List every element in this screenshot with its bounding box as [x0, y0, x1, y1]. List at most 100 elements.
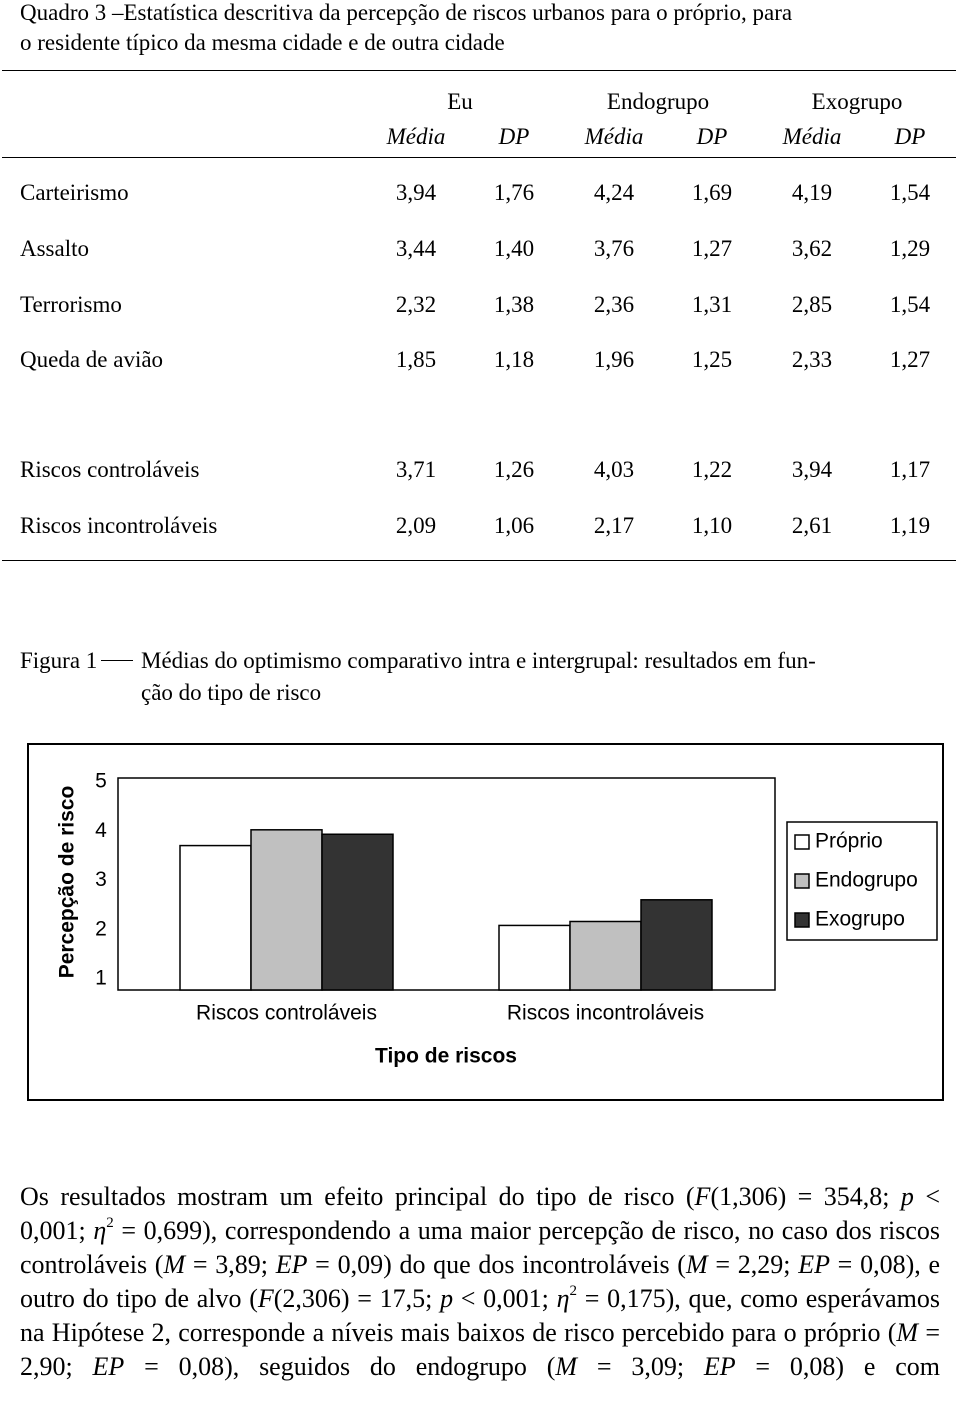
cell: 2,09: [395, 513, 437, 538]
text-run: Os resultados mostram um efeito principa…: [20, 1182, 695, 1211]
text-run: < 0,001;: [453, 1284, 557, 1313]
bar: [569, 920, 642, 991]
cell: 2,85: [791, 292, 833, 317]
subheader: Média: [386, 124, 446, 149]
bottom-rule: [2, 560, 956, 561]
cell: 1,54: [889, 292, 931, 317]
text-run: EP: [275, 1250, 308, 1279]
row-label: Assalto: [20, 236, 89, 261]
cell: 2,61: [791, 513, 833, 538]
text-run: p: [900, 1182, 914, 1211]
text-run: = 2,90;: [20, 1318, 940, 1381]
text-run: M: [163, 1250, 186, 1279]
cell: 1,31: [691, 292, 733, 317]
row-label: Queda de avião: [20, 347, 164, 372]
row-label: Riscos incontroláveis: [20, 513, 218, 538]
text-run: = 0,09) do que dos incontroláveis (: [307, 1250, 686, 1279]
text-run: (2,306) = 17,5;: [273, 1284, 441, 1313]
group-header: Eu: [447, 89, 473, 114]
cell: 1,19: [889, 513, 931, 538]
plot-area: [117, 777, 776, 991]
cell: 4,03: [593, 457, 635, 482]
cell: 1,26: [493, 457, 535, 482]
cell: 1,76: [493, 180, 535, 205]
text-run: EP: [92, 1352, 125, 1381]
text-run: M: [896, 1318, 919, 1347]
cell: 1,29: [889, 236, 931, 261]
text-run: η: [556, 1284, 570, 1313]
cell: 4,19: [791, 180, 833, 205]
legend-label: Próprio: [815, 830, 883, 853]
table-title: Quadro 3 –Estatística descritiva da perc…: [20, 0, 793, 25]
cell: 1,96: [593, 347, 635, 372]
cell: 2,36: [593, 292, 635, 317]
y-axis-label: Percepção de risco: [56, 786, 79, 979]
text-run: = 0,699), correspondendo a uma maior per…: [20, 1216, 940, 1279]
top-rule: [2, 70, 956, 71]
text-run: M: [685, 1250, 708, 1279]
figure-label: Figura 1: [20, 648, 98, 673]
bar: [498, 924, 571, 991]
bar: [321, 833, 394, 991]
text-run: = 2,29;: [707, 1250, 799, 1279]
y-tick-label: 4: [95, 819, 107, 842]
legend-swatch: [794, 834, 810, 850]
x-tick-label: Riscos incontroláveis: [507, 1002, 704, 1025]
legend-label: Exogrupo: [815, 908, 905, 931]
row-label: Terrorismo: [20, 292, 122, 317]
cell: 1,27: [691, 236, 733, 261]
subheader: DP: [498, 124, 530, 149]
cell: 2,17: [593, 513, 635, 538]
text-run: p: [440, 1284, 454, 1313]
text-run: η: [93, 1216, 107, 1245]
y-tick-label: 1: [95, 967, 107, 990]
text-run: = 3,09;: [577, 1352, 704, 1381]
cell: 1,17: [889, 457, 931, 482]
text-run: M: [555, 1352, 578, 1381]
cell: 3,71: [395, 457, 437, 482]
text-run: EP: [798, 1250, 830, 1279]
text-run: = 0,08), seguidos do endogrupo (: [124, 1352, 556, 1381]
bar: [179, 844, 252, 991]
cell: 3,44: [395, 236, 437, 261]
cell: 1,40: [493, 236, 535, 261]
y-tick-label: 5: [95, 770, 107, 793]
text-run: (1,306) = 354,8;: [710, 1182, 901, 1211]
cell: 1,10: [691, 513, 733, 538]
text-run: F: [694, 1182, 711, 1211]
text-run: = 0,08), e outro do tipo de alvo (: [20, 1250, 940, 1313]
cell: 1,54: [889, 180, 931, 205]
x-tick-label: Riscos controláveis: [196, 1002, 377, 1025]
text-run: = 0,08) e com: [735, 1352, 940, 1381]
cell: 1,22: [691, 457, 733, 482]
text-run: 2: [569, 1283, 578, 1299]
cell: 1,27: [889, 347, 931, 372]
legend-swatch: [794, 873, 810, 889]
cell: 1,38: [493, 292, 535, 317]
y-tick-label: 3: [95, 868, 107, 891]
cell: 3,76: [593, 236, 635, 261]
x-axis-label: Tipo de riscos: [375, 1045, 517, 1068]
cell: 3,94: [791, 457, 833, 482]
legend-box: [786, 821, 938, 941]
row-label: Riscos controláveis: [20, 457, 200, 482]
group-header: Exogrupo: [811, 89, 903, 114]
text-run: 2: [106, 1215, 114, 1231]
text-run: F: [257, 1284, 274, 1313]
cell: 2,32: [395, 292, 437, 317]
figure-caption: Médias do optimismo comparativo intra e …: [141, 648, 816, 673]
cell: 1,69: [691, 180, 733, 205]
cell: 3,62: [791, 236, 833, 261]
group-header: Endogrupo: [606, 89, 710, 114]
cell: 1,85: [395, 347, 437, 372]
cell: 1,25: [691, 347, 733, 372]
legend-label: Endogrupo: [815, 869, 918, 892]
cell: 1,18: [493, 347, 535, 372]
subheader: DP: [696, 124, 728, 149]
cell: 2,33: [791, 347, 833, 372]
cell: 3,94: [395, 180, 437, 205]
header-rule: [2, 157, 956, 158]
text-run: < 0,001;: [20, 1182, 941, 1245]
